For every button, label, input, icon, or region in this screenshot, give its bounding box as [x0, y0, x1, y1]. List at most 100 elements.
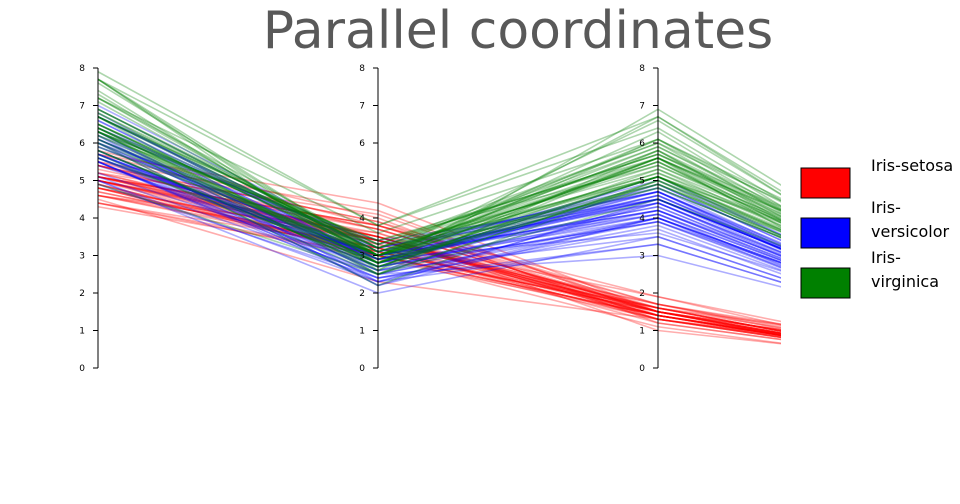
series-0-line-41	[97, 202, 781, 339]
series-2-line-25	[97, 97, 781, 249]
axis-2-tick-label-1: 1	[639, 327, 645, 337]
series-0-line-6	[97, 194, 781, 335]
series-0-line-23	[97, 175, 781, 325]
series-1-line-39	[97, 161, 781, 276]
series-0-line-9	[97, 183, 781, 336]
series-1-line-43	[97, 179, 781, 283]
axes-layer: 0 1 2 3 4 5 6 7 8 0 1 2 3 4 5 6 7 8 0 1 2 3 4 5 6 7 8	[79, 64, 659, 374]
series-1-line-14	[97, 157, 781, 272]
axis-2-tick-label-5: 5	[639, 177, 645, 187]
series-0-line-40	[97, 198, 781, 337]
series-2-line-29	[97, 97, 781, 257]
series-2-line-47	[97, 123, 781, 257]
series-1-line-12	[97, 142, 781, 287]
series-1-line-36	[97, 116, 781, 253]
axis-0-tick-label-7: 7	[79, 102, 85, 112]
series-2-line-32	[97, 127, 781, 264]
series-2-line-37	[97, 127, 781, 253]
series-2-line-8	[97, 116, 781, 276]
axis-0-tick-label-3: 3	[79, 252, 85, 262]
series-2-line-4	[97, 123, 781, 257]
series-1-line-17	[97, 149, 781, 268]
series-1-line-32	[97, 149, 781, 268]
series-0-line-18	[97, 153, 781, 329]
series-2-line-1	[97, 149, 781, 268]
series-2-line-10	[97, 123, 781, 249]
series-0-line-0	[97, 175, 781, 337]
series-1-line-16	[97, 157, 781, 257]
axis-1-tick-label-1: 1	[359, 327, 365, 337]
series-1-line-34	[97, 164, 781, 257]
series-0-line-37	[97, 202, 781, 339]
series-1-line-28	[97, 142, 781, 261]
series-1-line-49	[97, 153, 781, 264]
series-2-line-23	[97, 131, 781, 268]
series-0-line-14	[97, 149, 781, 341]
axis-2-tick-label-2: 2	[639, 289, 645, 299]
legend-swatch-1	[800, 217, 851, 249]
series-2-line-5	[97, 82, 781, 257]
series-0-line-17	[97, 175, 781, 335]
series-2-line-31	[97, 71, 781, 227]
series-0-line-24	[97, 187, 781, 326]
series-2-line-43	[97, 112, 781, 249]
series-1-line-18	[97, 134, 781, 287]
legend-swatch-2	[800, 267, 851, 299]
series-1-line-31	[97, 161, 781, 279]
series-1-line-11	[97, 146, 781, 257]
series-0-line-45	[97, 175, 781, 332]
series-0-line-8	[97, 202, 781, 337]
series-2-line-12	[97, 112, 781, 257]
axis-2-tick-label-6: 6	[639, 139, 645, 149]
series-0-line-31	[97, 164, 781, 331]
axis-1-tick-label-8: 8	[359, 64, 365, 74]
legend-label-1: Iris-versicolor	[871, 198, 949, 241]
series-2-line-33	[97, 131, 781, 264]
series-0-line-43	[97, 175, 781, 323]
axis-2-tick-label-8: 8	[639, 64, 645, 74]
series-1-line-24	[97, 127, 781, 261]
series-0-line-33	[97, 160, 781, 337]
series-2-line-3	[97, 131, 781, 261]
series-2-line-13	[97, 153, 781, 276]
series-0-line-38	[97, 175, 781, 334]
series-2-line-24	[97, 116, 781, 246]
series-2-line-27	[97, 138, 781, 257]
series-2-line-34	[97, 138, 781, 272]
series-0-line-30	[97, 187, 781, 332]
series-0-line-44	[97, 187, 781, 335]
series-2-line-22	[97, 78, 781, 264]
series-1-line-3	[97, 161, 781, 283]
series-2-line-18	[97, 78, 781, 272]
axis-1-tick-label-3: 3	[359, 252, 365, 262]
series-1-line-0	[97, 104, 781, 249]
series-1-line-37	[97, 131, 781, 283]
series-1-line-5	[97, 153, 781, 264]
series-0-line-1	[97, 183, 781, 337]
series-1-line-45	[97, 153, 781, 261]
series-1-line-30	[97, 161, 781, 279]
series-1-line-23	[97, 138, 781, 264]
lines-layer	[97, 71, 781, 345]
series-1-line-10	[97, 179, 781, 294]
series-2-line-44	[97, 116, 781, 246]
series-0-line-10	[97, 164, 781, 334]
series-0-line-46	[97, 194, 781, 337]
series-1-line-40	[97, 161, 781, 272]
axis-0-tick-label-1: 1	[79, 327, 85, 337]
axis-1-tick-label-6: 6	[359, 139, 365, 149]
series-1-line-27	[97, 116, 781, 257]
series-0-line-47	[97, 168, 781, 334]
series-1-line-35	[97, 142, 781, 248]
series-1-line-19	[97, 157, 781, 276]
legend-label-2: Iris-virginica	[871, 248, 939, 291]
series-0-line-12	[97, 187, 781, 338]
legend-label-0: Iris-setosa	[871, 156, 953, 175]
series-1-line-1	[97, 127, 781, 250]
series-2-line-17	[97, 78, 781, 227]
series-1-line-6	[97, 131, 781, 246]
series-0-line-3	[97, 194, 781, 334]
series-2-line-14	[97, 149, 781, 264]
series-2-line-36	[97, 131, 781, 242]
series-1-line-9	[97, 172, 781, 268]
